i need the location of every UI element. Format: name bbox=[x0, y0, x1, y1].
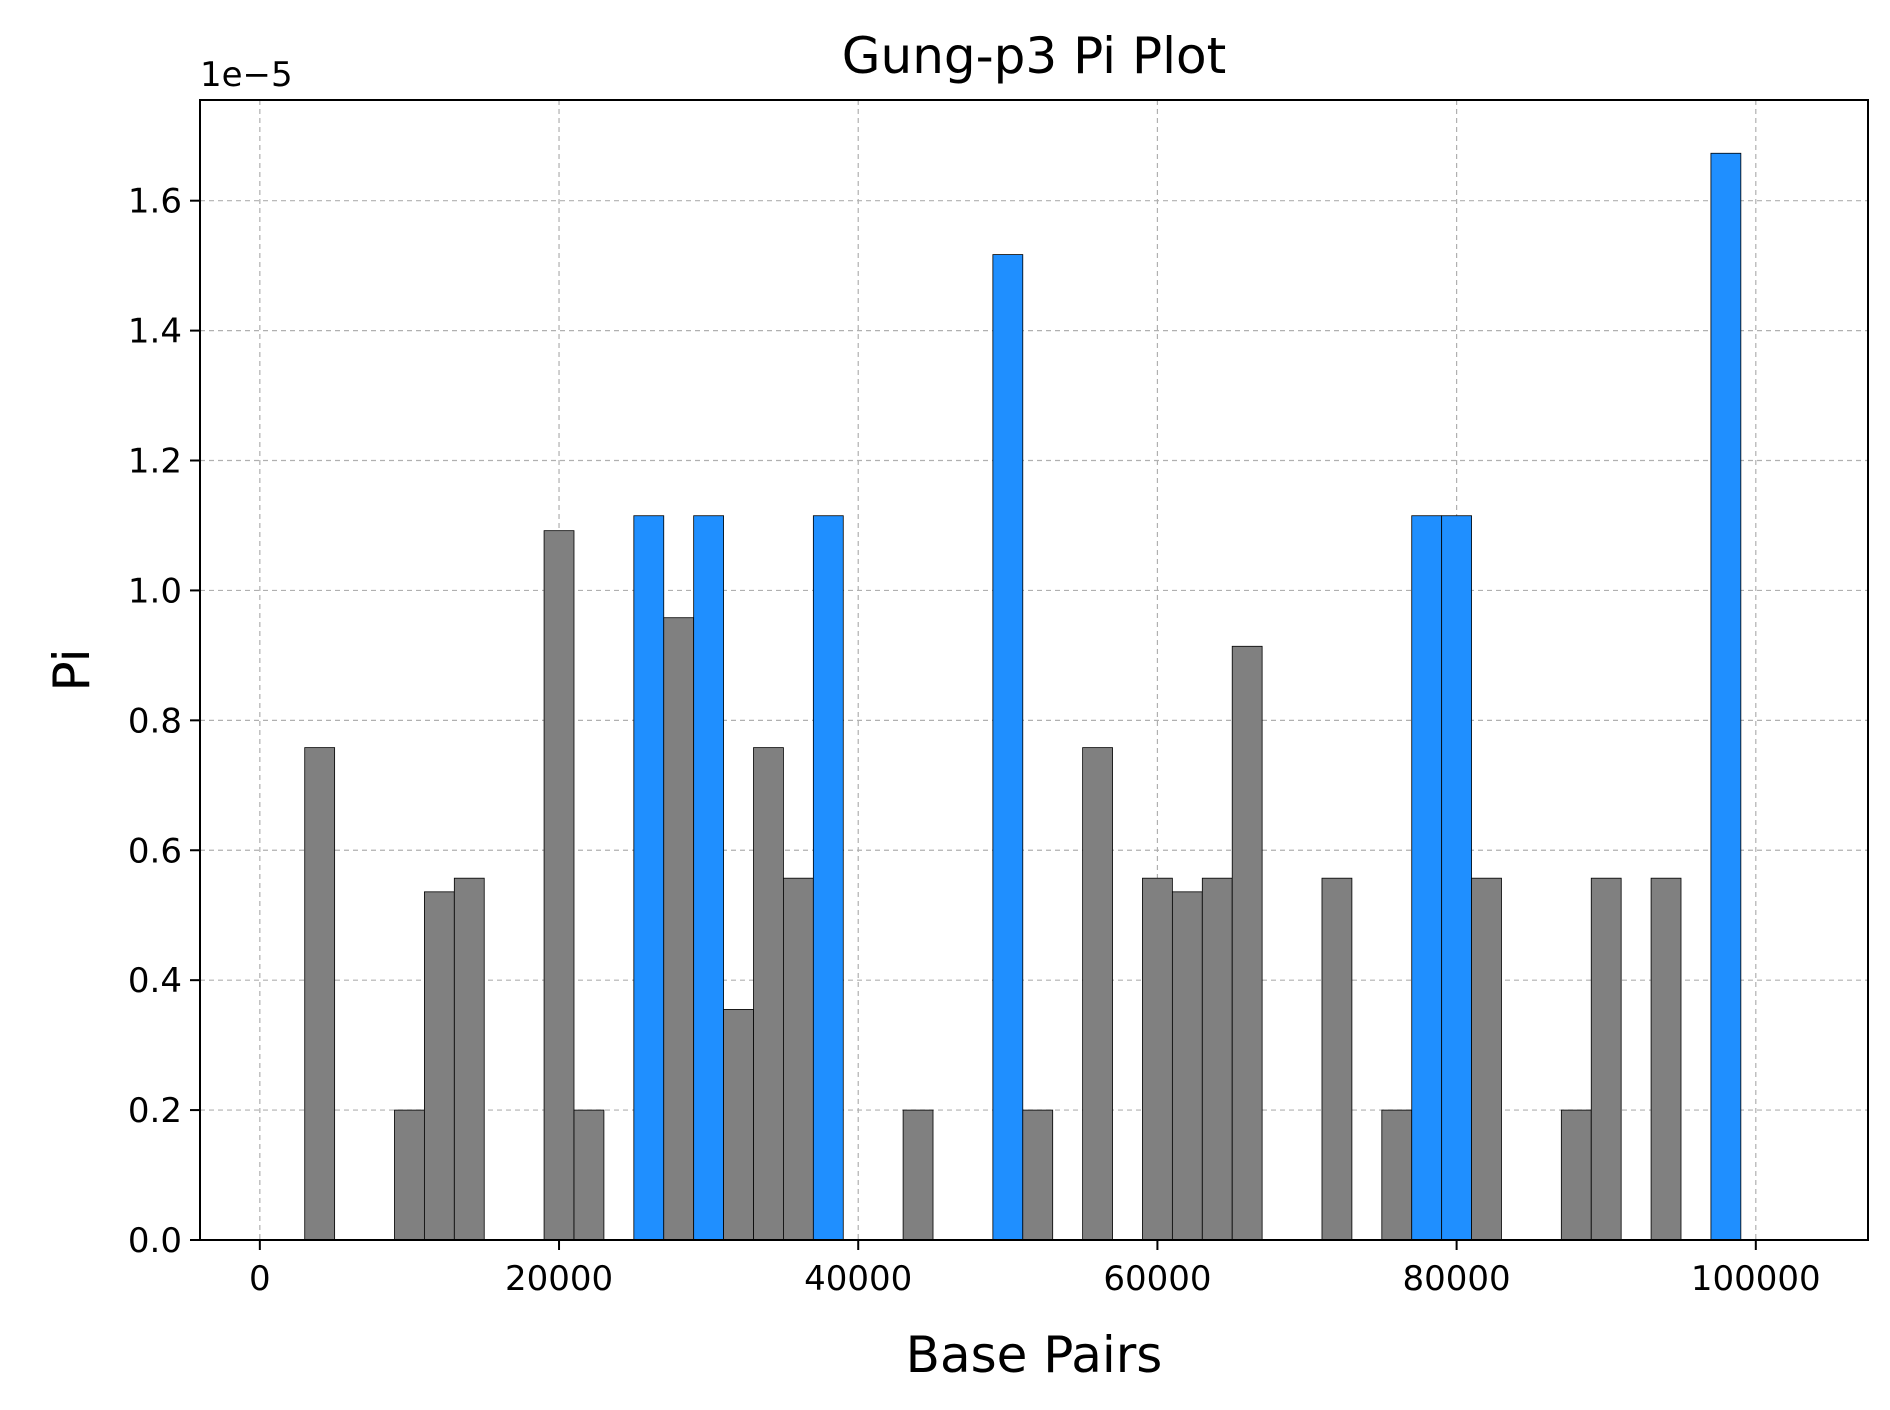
bar-14 bbox=[992, 254, 1024, 1241]
bar-8 bbox=[693, 515, 724, 1241]
bar-0 bbox=[304, 747, 336, 1241]
y-axis-offset-label: 1e−5 bbox=[200, 55, 293, 95]
bar-21 bbox=[1321, 877, 1353, 1241]
tick-layer: 0 20000 40000 60000 80000 100000 0.0 0.2 0.4 0.6 0… bbox=[128, 182, 1821, 1299]
bar-20 bbox=[1231, 645, 1263, 1241]
y-tick-label-2: 0.4 bbox=[128, 961, 182, 1001]
bar-12 bbox=[812, 515, 844, 1241]
bar-28 bbox=[1650, 877, 1682, 1241]
x-tick-label-0: 0 bbox=[249, 1259, 271, 1299]
bar-9 bbox=[723, 1009, 754, 1241]
bar-19 bbox=[1201, 877, 1233, 1241]
bar-6 bbox=[633, 515, 665, 1241]
bar-25 bbox=[1471, 877, 1502, 1241]
bar-5 bbox=[573, 1109, 605, 1241]
bar-22 bbox=[1381, 1109, 1413, 1241]
bar-layer bbox=[304, 152, 1742, 1241]
bar-23 bbox=[1411, 515, 1443, 1241]
y-tick-label-0: 0.0 bbox=[128, 1221, 182, 1261]
y-tick-label-3: 0.6 bbox=[128, 831, 182, 871]
x-tick-label-4: 80000 bbox=[1403, 1259, 1511, 1299]
bar-17 bbox=[1142, 877, 1173, 1241]
y-tick-label-5: 1.0 bbox=[128, 571, 182, 611]
x-tick-label-5: 100000 bbox=[1691, 1259, 1821, 1299]
x-tick-label-2: 40000 bbox=[804, 1259, 912, 1299]
bar-10 bbox=[753, 747, 784, 1241]
bar-2 bbox=[423, 891, 455, 1241]
bar-29 bbox=[1710, 152, 1742, 1241]
x-tick-label-3: 60000 bbox=[1103, 1259, 1211, 1299]
y-tick-label-4: 0.8 bbox=[128, 701, 182, 741]
x-axis-label: Base Pairs bbox=[906, 1326, 1163, 1384]
y-tick-label-6: 1.2 bbox=[128, 442, 182, 482]
chart-title: Gung-p3 Pi Plot bbox=[842, 27, 1226, 85]
bar-26 bbox=[1560, 1109, 1592, 1241]
y-tick-label-1: 0.2 bbox=[128, 1091, 182, 1131]
plot-frame bbox=[199, 99, 1869, 1241]
bar-7 bbox=[663, 617, 695, 1241]
bar-24 bbox=[1441, 515, 1472, 1241]
bar-16 bbox=[1082, 747, 1113, 1241]
bar-15 bbox=[1022, 1109, 1054, 1241]
bar-4 bbox=[543, 530, 575, 1241]
bar-1 bbox=[394, 1109, 425, 1241]
y-tick-label-8: 1.6 bbox=[128, 182, 182, 222]
x-tick-label-1: 20000 bbox=[505, 1259, 613, 1299]
bar-27 bbox=[1590, 877, 1622, 1241]
y-axis-label: Pi bbox=[43, 649, 101, 692]
bar-11 bbox=[783, 877, 814, 1241]
bar-18 bbox=[1171, 891, 1203, 1241]
y-tick-label-7: 1.4 bbox=[128, 312, 182, 352]
bar-13 bbox=[902, 1109, 934, 1241]
bar-3 bbox=[453, 877, 485, 1241]
